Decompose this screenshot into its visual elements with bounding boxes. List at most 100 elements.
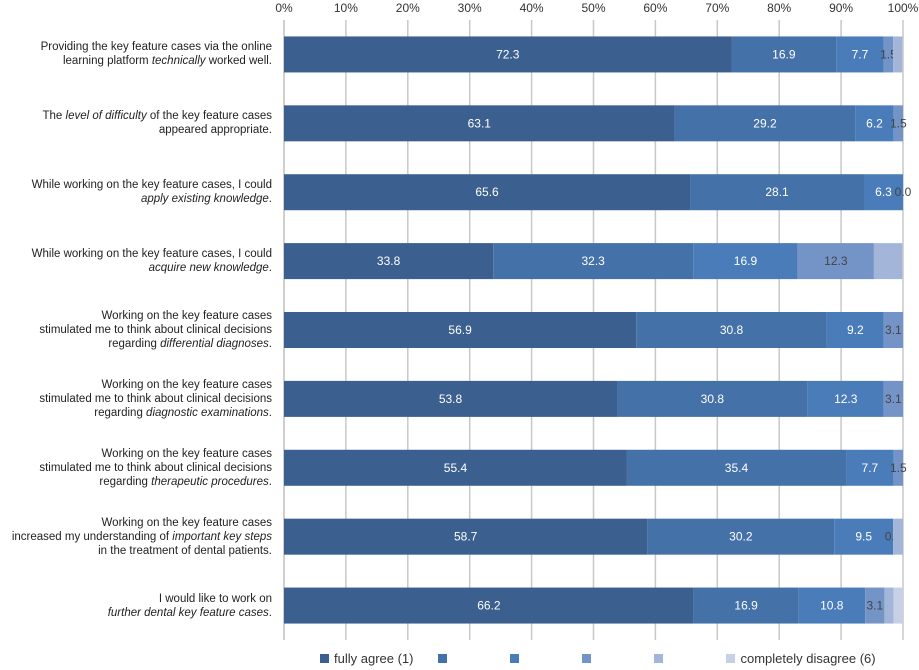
bar-segment xyxy=(864,174,903,211)
category-label: Providing the key feature cases via the … xyxy=(2,40,272,68)
x-tick-label: 20% xyxy=(396,1,420,15)
bar-segment xyxy=(893,449,903,486)
category-label-line: The level of difficulty of the key featu… xyxy=(2,109,273,123)
x-tick-label: 30% xyxy=(458,1,482,15)
category-label: The level of difficulty of the key featu… xyxy=(2,109,273,137)
x-tick-label: 70% xyxy=(705,1,729,15)
data-label: 3.1 xyxy=(866,599,883,613)
x-tick-label: 90% xyxy=(829,1,853,15)
category-text: Working on the key feature cases xyxy=(101,310,272,322)
x-tick-label: 0% xyxy=(275,1,293,15)
bar-segment xyxy=(883,380,903,417)
category-text: therapeutic procedures xyxy=(151,475,269,488)
bar-segment xyxy=(807,380,884,417)
bar-segment xyxy=(883,36,894,73)
legend-label: completely disagree (6) xyxy=(740,651,876,666)
legend-item: completely disagree (6) xyxy=(726,651,876,666)
x-tick-label: 10% xyxy=(334,1,358,15)
category-text: stimulated me to think about clinical de… xyxy=(39,461,272,474)
x-tick-label: 40% xyxy=(520,1,544,15)
category-text: regarding xyxy=(94,406,147,419)
bar-segment xyxy=(674,105,856,142)
bar-segment xyxy=(284,36,732,73)
data-label: 29.2 xyxy=(753,116,777,130)
category-label-line: appeared appropriate. xyxy=(2,123,272,137)
data-label: 16.9 xyxy=(734,254,758,268)
data-label: 63.1 xyxy=(468,116,492,130)
bar-segment xyxy=(893,105,903,142)
bar-segment xyxy=(284,449,627,486)
data-label: 33.8 xyxy=(377,254,401,268)
data-label: 35.4 xyxy=(725,461,749,475)
bar-segment xyxy=(836,36,884,73)
category-text: further dental key feature cases xyxy=(107,606,269,619)
data-label: 56.9 xyxy=(448,323,472,337)
x-tick-label: 80% xyxy=(767,1,791,15)
bar-segment xyxy=(690,174,865,211)
category-label: I would like to work on further dental ke… xyxy=(2,592,272,620)
category-label-line: Working on the key feature cases xyxy=(2,309,272,323)
category-text: diagnostic examinations xyxy=(146,406,269,419)
bar-segment xyxy=(884,587,894,624)
bar-segment xyxy=(846,449,894,486)
data-label: 16.9 xyxy=(734,599,758,613)
bar-segment xyxy=(693,243,798,280)
category-text: differential diagnoses xyxy=(160,338,269,350)
category-label: Working on the key feature cases stimulat… xyxy=(2,309,272,351)
legend-swatch xyxy=(654,654,664,663)
legend-item: fully agree (1) xyxy=(320,651,413,666)
data-label: 30.8 xyxy=(720,323,744,337)
data-label: 6.3 xyxy=(875,185,892,199)
data-label: 9.2 xyxy=(847,323,864,337)
category-label-line: further dental key feature cases. xyxy=(2,606,272,620)
category-label-line: regarding therapeutic procedures. xyxy=(2,475,272,489)
x-tick-label: 50% xyxy=(581,1,605,15)
category-text: Providing the key feature cases via the … xyxy=(40,41,272,54)
bar-segment xyxy=(855,105,894,142)
data-label: 1.5 xyxy=(890,461,907,475)
category-label: Working on the key feature cases stimulat… xyxy=(2,447,272,489)
data-label: 72.3 xyxy=(496,47,520,61)
bar-segment xyxy=(865,587,885,624)
category-label: Working on the key feature cases stimulat… xyxy=(2,378,272,420)
bar-segment xyxy=(893,36,903,73)
bar-segment xyxy=(731,36,837,73)
category-text: . xyxy=(268,338,272,350)
category-label-line: While working on the key feature cases, … xyxy=(2,247,272,261)
category-label-line: While working on the key feature cases, … xyxy=(2,178,272,192)
data-label: 30.2 xyxy=(729,530,753,544)
bar-segment xyxy=(883,312,903,348)
category-text: technically xyxy=(151,55,206,68)
bar-segment xyxy=(284,174,691,211)
data-label: 16.9 xyxy=(772,47,796,61)
category-label-line: in the treatment of dental patients. xyxy=(2,544,272,558)
data-label: 58.7 xyxy=(454,530,478,544)
x-tick-label: 60% xyxy=(643,1,667,15)
data-label: 28.1 xyxy=(765,185,789,199)
category-text: level of difficulty xyxy=(65,110,147,123)
bar-segment xyxy=(797,243,874,280)
category-text: While working on the key feature cases, … xyxy=(31,179,272,192)
category-label-line: Working on the key feature cases xyxy=(2,378,272,392)
category-text: of the key feature cases xyxy=(146,110,272,123)
category-label-line: acquire new knowledge. xyxy=(2,261,272,275)
legend-swatch xyxy=(582,654,592,663)
bar-segment xyxy=(284,243,494,280)
category-text: regarding xyxy=(108,338,161,350)
category-text: increased my understanding of xyxy=(11,530,173,543)
category-text: regarding xyxy=(99,475,152,488)
category-text: I would like to work on xyxy=(158,592,272,605)
data-label: 10.8 xyxy=(820,599,844,613)
legend-item xyxy=(510,654,524,663)
category-text: Working on the key feature cases xyxy=(101,447,272,460)
category-label-line: regarding differential diagnoses. xyxy=(2,337,272,351)
data-label: 6.2 xyxy=(866,116,883,130)
legend-swatch xyxy=(726,654,736,663)
bar-segment xyxy=(284,380,618,417)
category-text: Working on the key feature cases xyxy=(101,516,272,529)
data-label: 66.2 xyxy=(477,599,501,613)
category-label: While working on the key feature cases, … xyxy=(2,247,272,275)
legend-swatch xyxy=(510,654,520,663)
